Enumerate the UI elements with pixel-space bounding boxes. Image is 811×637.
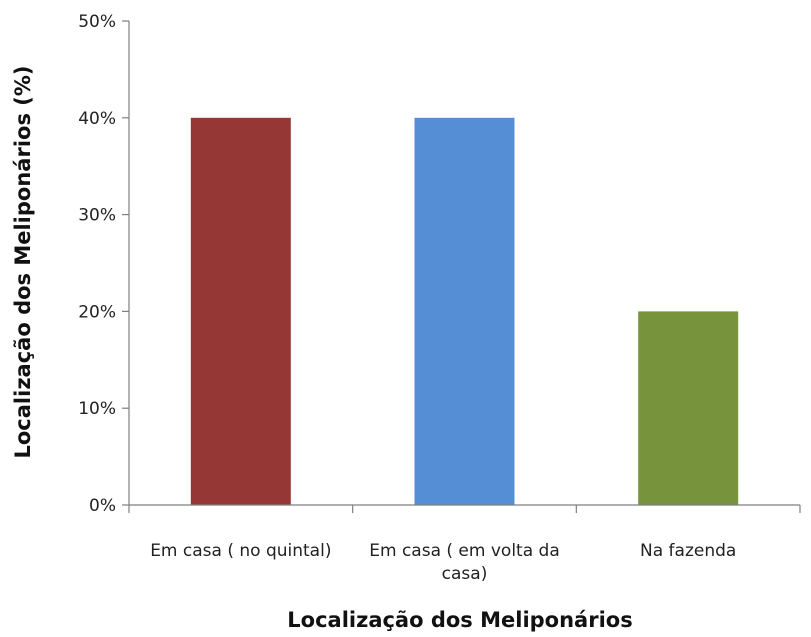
y-tick-label: 10%: [78, 399, 116, 419]
y-tick-label: 30%: [78, 206, 116, 226]
bar-1: [190, 117, 291, 506]
x-category-label: Na fazenda: [640, 541, 736, 561]
bar-2: [414, 117, 515, 506]
x-axis-title: Localização dos Meliponários: [287, 608, 632, 632]
y-tick-label: 0%: [89, 496, 116, 516]
y-tick-label: 20%: [78, 302, 116, 322]
y-tick-label: 50%: [78, 12, 116, 32]
x-category-label: Em casa ( em volta da casa): [369, 541, 560, 584]
y-tick-label: 40%: [78, 109, 116, 129]
plot-area: [190, 117, 739, 506]
x-category-label: Em casa ( no quintal): [150, 541, 331, 561]
bar-3: [638, 311, 739, 505]
axes: [122, 20, 801, 513]
y-axis-title: Localização dos Meliponários (%): [11, 66, 35, 459]
axis-labels: 0% 10% 20% 30% 40% 50% Em casa ( no quintal) Em…: [78, 12, 736, 584]
